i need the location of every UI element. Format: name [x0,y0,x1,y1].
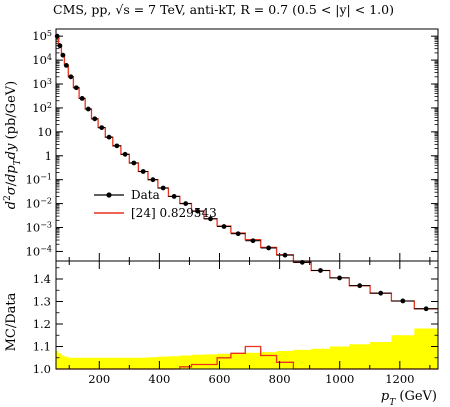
data-point [337,275,342,281]
mc-histogram [56,35,438,310]
data-point [54,33,60,39]
x-tick-label: 1000 [325,372,354,386]
data-point [63,62,69,68]
mc-histogram-line [56,35,438,310]
main-y-tick-label: 103 [32,77,52,92]
data-point [68,74,74,80]
data-point [378,290,384,296]
chart-title: CMS, pp, √s = 7 TeV, anti-kT, R = 0.7 (0… [53,2,394,17]
data-point [60,52,66,58]
data-point [318,268,323,273]
ratio-y-tick-label: 1.1 [33,340,51,354]
data-point [73,85,79,91]
data-point [400,298,406,304]
data-point [85,106,91,112]
ratio-y-axis: 1.0 1.1 1.2 1.3 1.4 [33,267,438,376]
ratio-band-area [56,328,438,369]
main-y-tick-label: 10−1 [26,172,52,187]
data-point [99,125,105,131]
data-point [183,201,189,206]
data-point [114,143,120,149]
main-y-tick-label: 104 [32,53,52,68]
main-y-tick-label: 1 [45,149,52,163]
x-tick-label: 1200 [385,372,414,386]
x-axis: 200 400 600 800 1000 1200 [68,261,431,386]
data-point [106,134,112,140]
main-y-tick-label: 10−2 [26,196,52,211]
data-point [266,245,272,251]
data-point [221,224,227,229]
data-point [160,185,166,191]
data-point [195,208,201,214]
main-y-tick-label: 105 [32,29,52,44]
x-tick-label: 800 [269,372,291,386]
data-point [208,216,213,222]
ratio-panel: 1.0 1.1 1.2 1.3 1.4 200 400 600 800 1000 1200 MC/… [4,260,439,407]
ratio-y-tick-label: 1.2 [33,317,51,331]
main-x-ticks [68,253,431,261]
data-point [122,151,128,157]
x-tick-label: 400 [148,372,170,386]
data-point [282,252,288,258]
data-points [54,33,438,312]
ratio-y-axis-title: MC/Data [4,292,19,351]
data-point [131,160,137,166]
legend: Data [24] 0.829543 [94,188,217,220]
data-point [171,193,177,199]
data-point [250,238,256,244]
data-point [79,96,85,101]
data-point [423,306,429,312]
main-y-tick-label: 102 [32,100,52,115]
x-axis-title: pT (GeV) [381,389,437,407]
main-y-axis-title: d2σ/dpTdy (pb/GeV) [3,81,23,209]
main-y-tick-label: 10−3 [26,220,52,235]
x-tick-label: 600 [209,372,231,386]
data-point [357,283,363,289]
data-point [57,43,63,49]
legend-label-mc: [24] 0.829543 [131,206,217,220]
main-y-tick-label: 10−4 [26,244,52,259]
ratio-uncertainty-band [56,328,438,369]
ratio-y-tick-label: 1.0 [33,362,51,376]
data-point [140,169,146,174]
legend-label-data: Data [131,188,160,202]
ratio-y-tick-label: 1.4 [33,272,51,286]
data-point [150,177,156,183]
data-point [92,116,98,122]
ratio-frame [55,260,439,370]
main-y-tick-label: 10 [37,125,52,139]
ratio-y-tick-label: 1.3 [33,295,51,309]
x-tick-label: 200 [88,372,110,386]
data-point [235,231,241,237]
